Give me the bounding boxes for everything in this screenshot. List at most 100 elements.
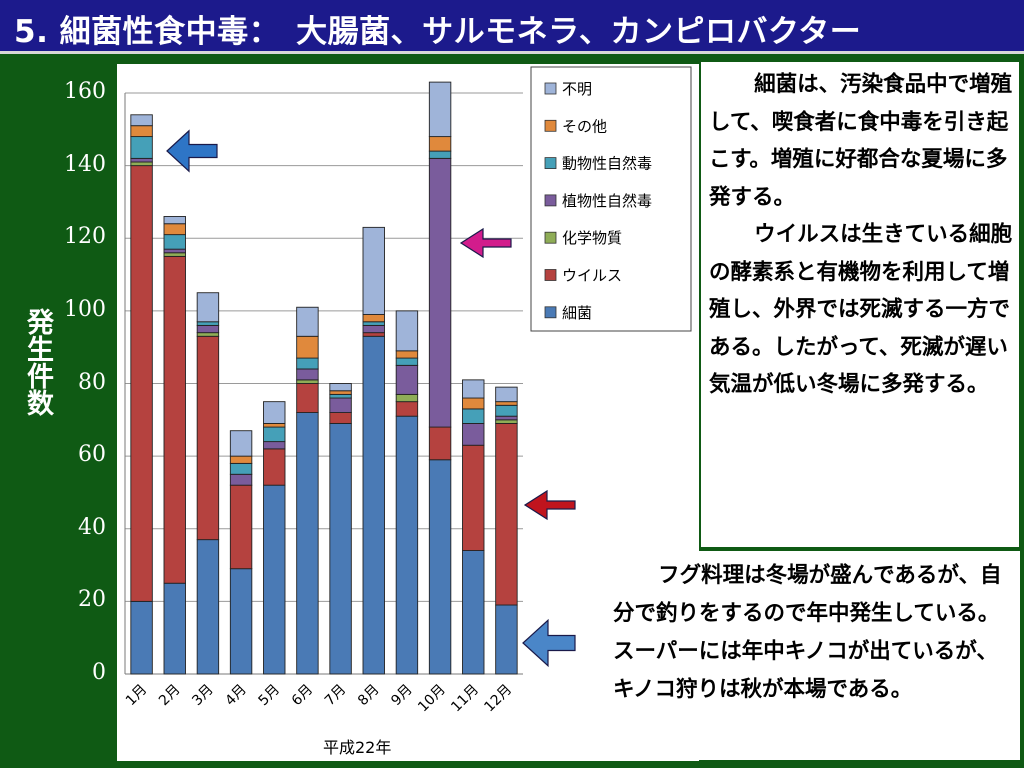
bar-segment: [263, 422, 286, 428]
bar-segment: [163, 216, 186, 225]
bar-segment: [362, 335, 385, 675]
bar-segment: [229, 430, 253, 457]
bar-segment: [296, 383, 319, 413]
bar-segment: [329, 397, 352, 413]
bar-segment: [428, 426, 452, 461]
bar-segment: [229, 568, 253, 675]
bar-stack: [196, 292, 220, 675]
legend-label: 不明: [562, 80, 592, 98]
legend-item: 植物性自然毒: [544, 192, 652, 210]
y-tick-label: 100: [64, 296, 106, 322]
bar-stack: [229, 430, 253, 675]
blue-arrow-december-low: [522, 618, 576, 668]
y-tick-label: 60: [78, 442, 106, 468]
virus-paragraph: ウイルスは生きている細胞の酵素系と有機物を利用して増殖し、外界では死滅する一方で…: [709, 222, 1013, 397]
bar-segment: [495, 404, 518, 417]
legend-swatch: [544, 82, 557, 95]
bar-segment: [229, 455, 253, 464]
bar-segment: [196, 324, 220, 334]
bar-stack: [495, 386, 518, 675]
bar-segment: [130, 600, 153, 675]
bar-segment: [163, 582, 186, 675]
legend-label: 動物性自然毒: [562, 155, 652, 173]
bar-segment: [296, 379, 319, 384]
bar-stack: [263, 401, 286, 675]
y-tick-label: 80: [78, 369, 106, 395]
bar-stack: [462, 379, 485, 675]
legend-label: 植物性自然毒: [562, 192, 652, 210]
bar-segment: [329, 412, 352, 424]
bar-segment: [495, 386, 518, 403]
title-bar: 5. 細菌性食中毒： 大腸菌、サルモネラ、カンピロバクター: [0, 0, 1024, 54]
bar-segment: [130, 136, 153, 159]
bar-segment: [362, 324, 385, 334]
red-arrow-december: [523, 489, 576, 521]
legend-swatch: [544, 306, 557, 319]
bar-segment: [296, 357, 319, 370]
bar-segment: [196, 335, 220, 541]
legend-item: 化学物質: [544, 229, 622, 247]
bar-segment: [395, 310, 419, 352]
bar-segment: [329, 422, 352, 675]
bar-segment: [462, 550, 485, 675]
bar-segment: [462, 397, 485, 410]
bar-segment: [196, 539, 220, 675]
bar-segment: [462, 379, 485, 399]
bar-segment: [428, 157, 452, 428]
bar-segment: [395, 350, 419, 359]
bar-stack: [428, 81, 452, 675]
legend-label: 細菌: [562, 304, 592, 322]
bar-segment: [229, 484, 253, 570]
legend-item: 細菌: [544, 304, 592, 322]
bar-segment: [495, 419, 518, 424]
legend-item: 動物性自然毒: [544, 155, 652, 173]
arrows: [166, 129, 576, 668]
legend-label: 化学物質: [562, 229, 622, 247]
bar-segment: [263, 448, 286, 486]
bar-segment: [428, 150, 452, 159]
bar-segment: [329, 383, 352, 392]
bar-segment: [495, 401, 518, 406]
bar-segment: [296, 306, 319, 337]
bar-segment: [130, 114, 153, 127]
bar-segment: [296, 368, 319, 381]
natural-toxin-text-box: フグ料理は冬場が盛んであるが、自分で釣りをするので年中発生している。スーパーには…: [605, 551, 1020, 760]
y-tick-label: 160: [64, 79, 106, 104]
y-axis-label: 発生件数: [22, 308, 53, 416]
bar-segment: [130, 165, 153, 602]
bar-stack: [130, 114, 153, 675]
legend-item: その他: [544, 117, 607, 135]
bar-segment: [395, 415, 419, 675]
bar-segment: [296, 412, 319, 675]
bar-stack: [395, 310, 419, 675]
bar-segment: [130, 125, 153, 138]
bar-segment: [495, 415, 518, 421]
bar-segment: [263, 401, 286, 424]
bar-segment: [362, 314, 385, 323]
bar-segment: [163, 252, 186, 257]
bar-segment: [263, 426, 286, 443]
bar-segment: [495, 422, 518, 606]
legend-label: ウイルス: [562, 267, 622, 285]
bar-segment: [329, 393, 352, 399]
slide-title: 5. 細菌性食中毒： 大腸菌、サルモネラ、カンピロバクター: [14, 14, 862, 50]
bar-segment: [163, 223, 186, 236]
bar-segment: [362, 321, 385, 326]
bar-segment: [229, 462, 253, 475]
bar-segment: [462, 422, 485, 446]
bar-segment: [362, 226, 385, 315]
bar-segment: [462, 444, 485, 551]
legend-swatch: [544, 194, 557, 207]
bar-segment: [163, 248, 186, 254]
bacteria-virus-text-box: 細菌は、汚染食品中で増殖して、喫食者に食中毒を引き起こす。増殖に好都合な夏場に多…: [701, 62, 1019, 547]
x-axis-title: 平成22年: [323, 738, 391, 757]
bar-segment: [296, 335, 319, 359]
magenta-arrow-october: [459, 227, 512, 259]
bar-stack: [362, 226, 385, 675]
bar-segment: [163, 255, 186, 584]
bar-segment: [163, 234, 186, 250]
bar-segment: [263, 441, 286, 450]
y-tick-label: 20: [78, 587, 106, 613]
legend-box: [530, 66, 692, 332]
